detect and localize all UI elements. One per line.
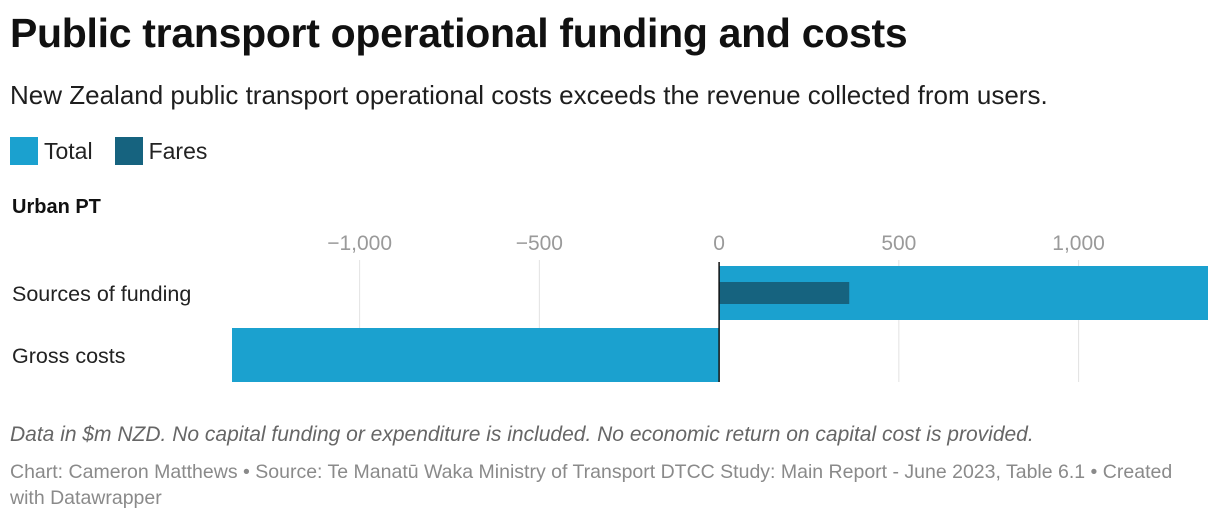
bar-chart: Urban PT −1,000 −500 0 500 1,000 Sources of fu… xyxy=(12,196,1208,382)
bar-fares-sources-of-funding xyxy=(719,282,850,304)
panel-title: Urban PT xyxy=(12,196,101,218)
legend: Total Fares xyxy=(10,137,229,165)
x-tick-label: −500 xyxy=(516,232,563,255)
legend-label-fares: Fares xyxy=(148,137,208,164)
legend-label-total: Total xyxy=(44,137,93,164)
chart-title: Public transport operational funding and… xyxy=(10,10,908,56)
footer-source: Source: Te Manatū Waka Ministry of Trans… xyxy=(255,461,1086,483)
chart-footer: Chart: Cameron Matthews • Source: Te Man… xyxy=(10,461,1173,509)
chart-subtitle: New Zealand public transport operational… xyxy=(10,80,1048,110)
legend-swatch-total xyxy=(10,137,38,165)
category-label: Sources of funding xyxy=(12,282,191,306)
footer-tool: Created with Datawrapper xyxy=(10,461,1173,509)
x-tick-label: −1,000 xyxy=(327,232,392,255)
footer-credit: Chart: Cameron Matthews xyxy=(10,461,238,483)
category-label: Gross costs xyxy=(12,344,126,368)
x-tick-label: 1,000 xyxy=(1052,232,1105,255)
x-tick-label: 500 xyxy=(881,232,916,255)
legend-item-fares: Fares xyxy=(114,137,208,165)
x-tick-label: 0 xyxy=(713,232,725,255)
legend-item-total: Total xyxy=(10,137,93,165)
legend-swatch-fares xyxy=(114,137,143,165)
chart-notes: Data in $m NZD. No capital funding or ex… xyxy=(10,423,1034,446)
bar-total-gross-costs xyxy=(232,328,720,382)
